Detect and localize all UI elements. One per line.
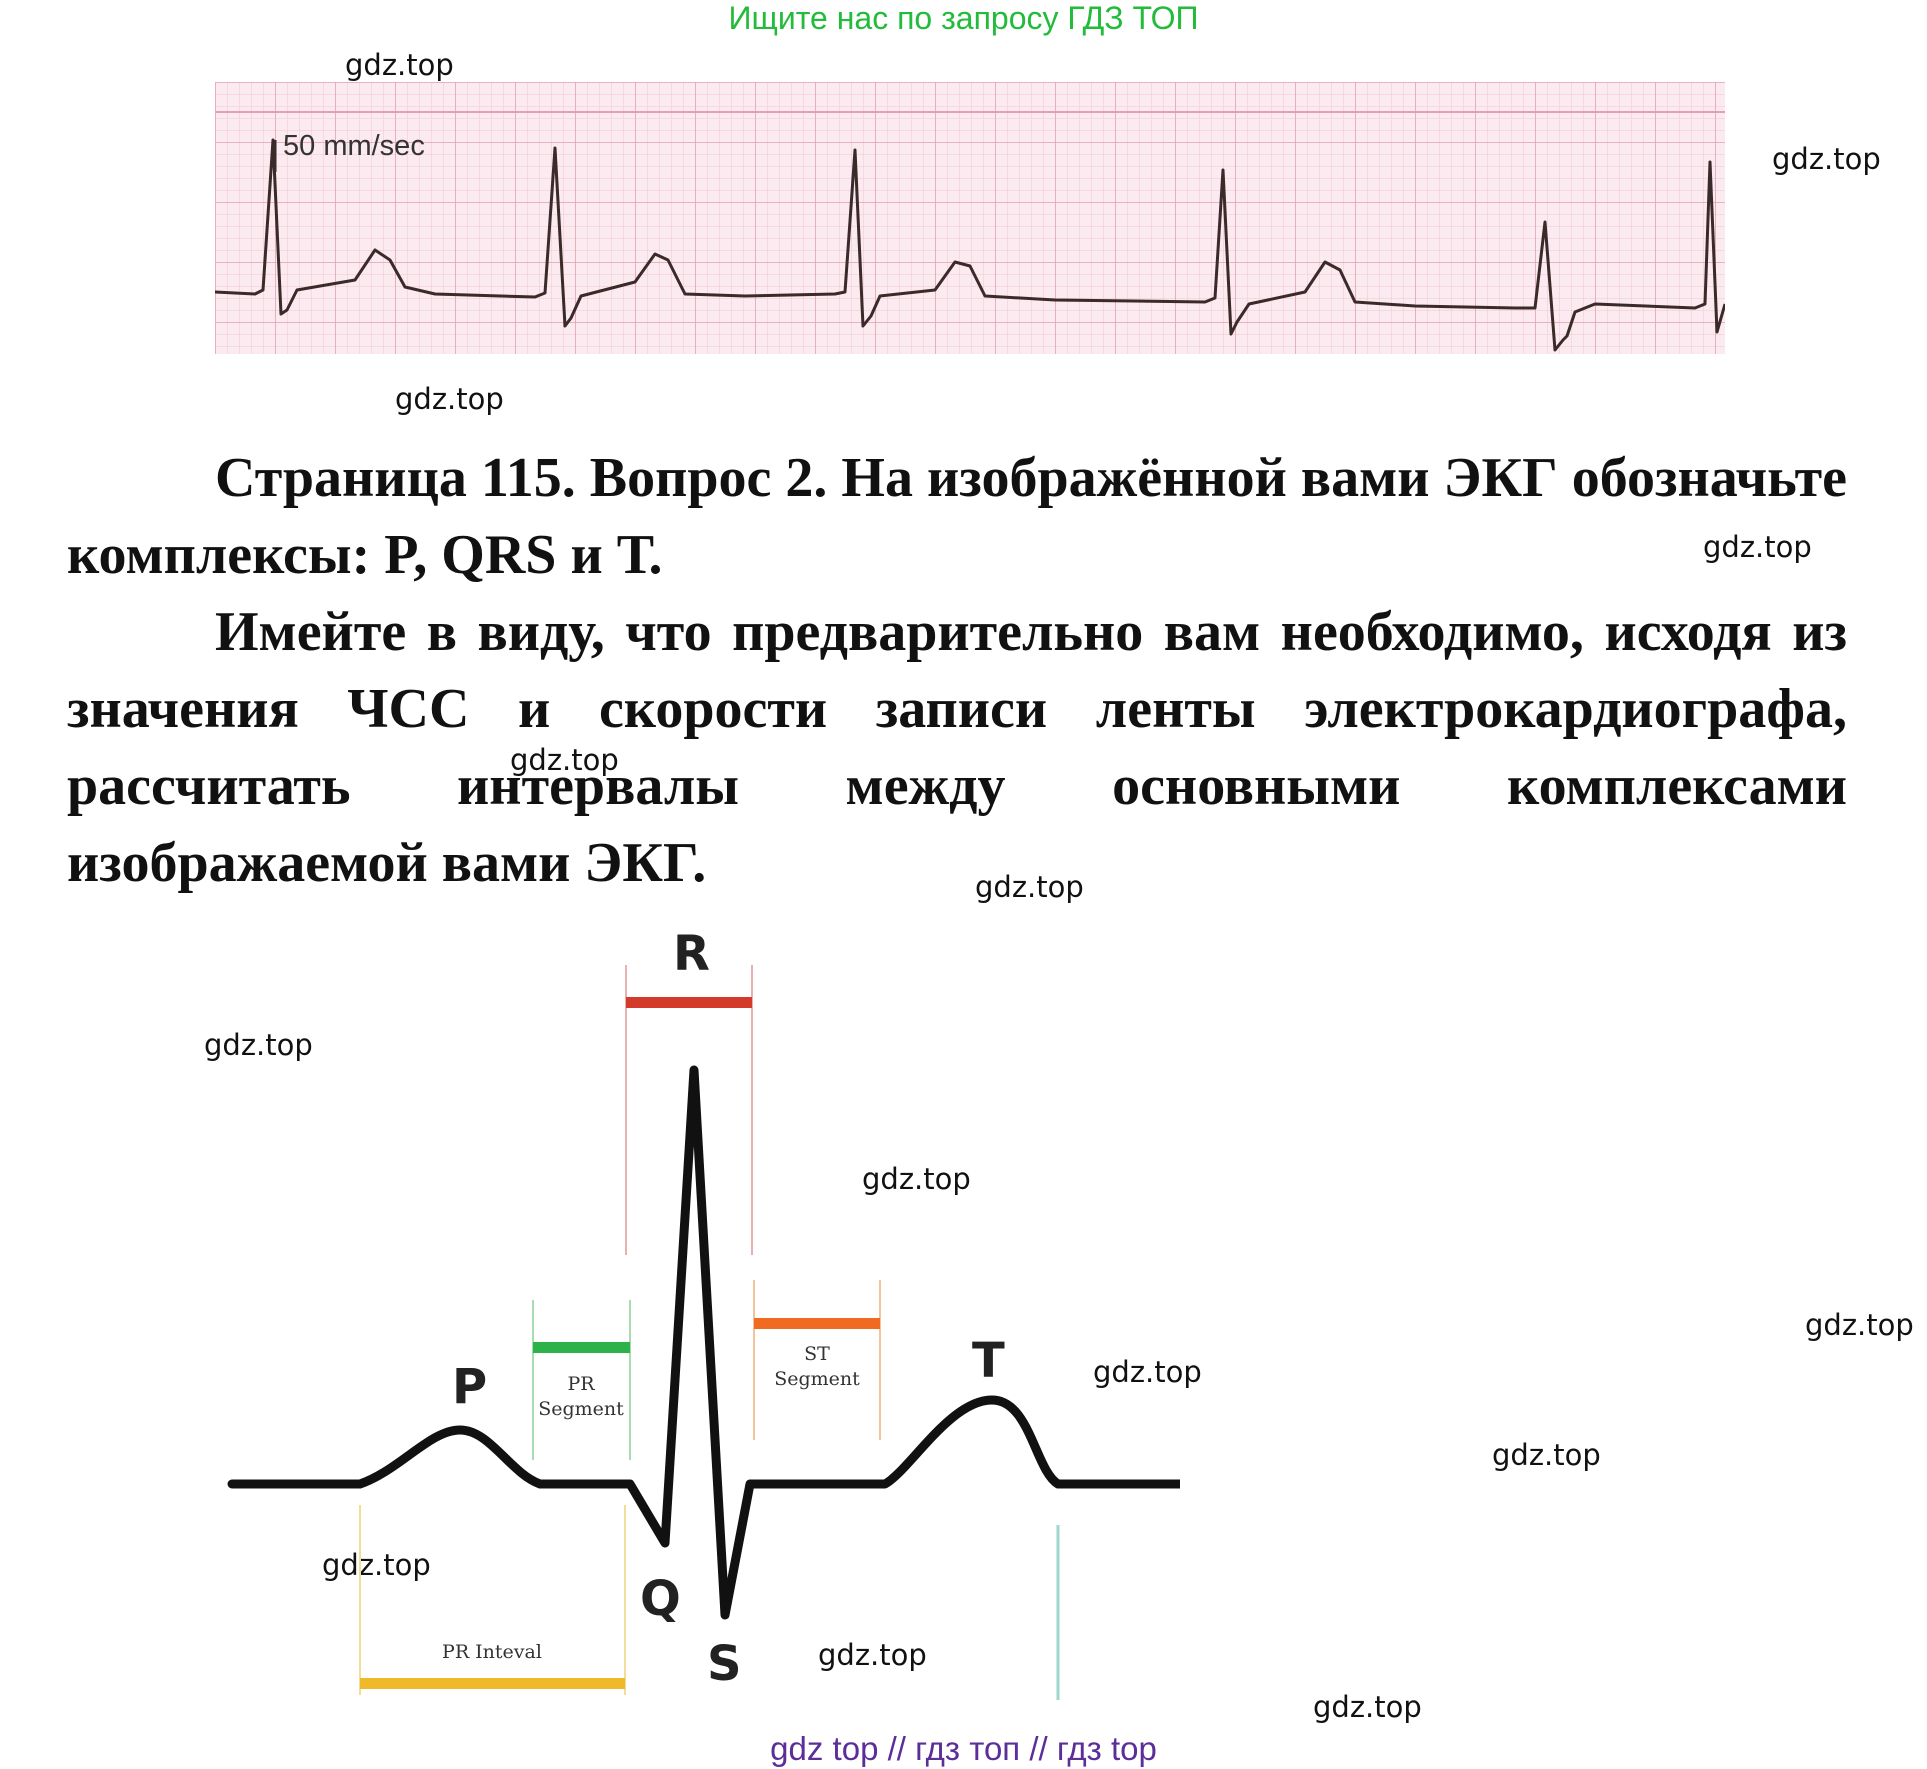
label-p: P: [452, 1359, 487, 1415]
st-segment-bar: [754, 1318, 880, 1329]
label-s: S: [707, 1636, 742, 1692]
footer-links: gdz top // гдз топ // гдз top: [770, 1730, 1157, 1767]
watermark: gdz.top: [975, 870, 1084, 904]
watermark: gdz.top: [1492, 1438, 1601, 1472]
r-bar: [626, 997, 752, 1008]
question-block: Страница 115. Вопрос 2. На изображённой …: [67, 440, 1847, 902]
watermark: gdz.top: [1313, 1690, 1422, 1724]
label-t: T: [972, 1333, 1005, 1389]
ecg-speed-label: 50 mm/sec: [283, 130, 425, 162]
watermark: gdz.top: [1805, 1308, 1914, 1342]
watermark: gdz.top: [395, 382, 504, 416]
st-segment-label-2: Segment: [774, 1368, 860, 1390]
ecg-strip: 50 mm/sec: [215, 82, 1725, 354]
watermark: gdz.top: [818, 1638, 927, 1672]
watermark: gdz.top: [1772, 142, 1881, 176]
watermark: gdz.top: [1093, 1355, 1202, 1389]
st-segment-label-1: ST: [804, 1343, 830, 1365]
ecg-trace: [215, 138, 1725, 352]
watermark: gdz.top: [345, 48, 454, 82]
question-title: Страница 115. Вопрос 2. На изображённой …: [67, 447, 1847, 586]
watermark: gdz.top: [862, 1162, 971, 1196]
ecg-grid: [215, 82, 1725, 354]
pr-segment-label-2: Segment: [538, 1398, 624, 1420]
watermark: gdz.top: [204, 1028, 313, 1062]
label-q: Q: [640, 1571, 681, 1627]
label-r: R: [673, 926, 710, 982]
pr-segment-label-1: PR: [567, 1373, 595, 1395]
watermark: gdz.top: [510, 743, 619, 777]
pr-interval-bar: [360, 1678, 625, 1689]
pr-interval-label: PR Inteval: [442, 1641, 542, 1663]
question-instruction: Имейте в виду, что предварительно вам не…: [67, 601, 1847, 894]
watermark: gdz.top: [322, 1548, 431, 1582]
pqrst-diagram: R P T Q S PR Segment ST Segment PR Intev…: [227, 926, 1180, 1700]
pqrst-trace: [227, 1065, 1180, 1620]
watermark: gdz.top: [1703, 530, 1812, 564]
promo-banner: Ищите нас по запросу ГДЗ ТОП: [728, 0, 1199, 36]
pr-segment-bar: [533, 1342, 630, 1353]
